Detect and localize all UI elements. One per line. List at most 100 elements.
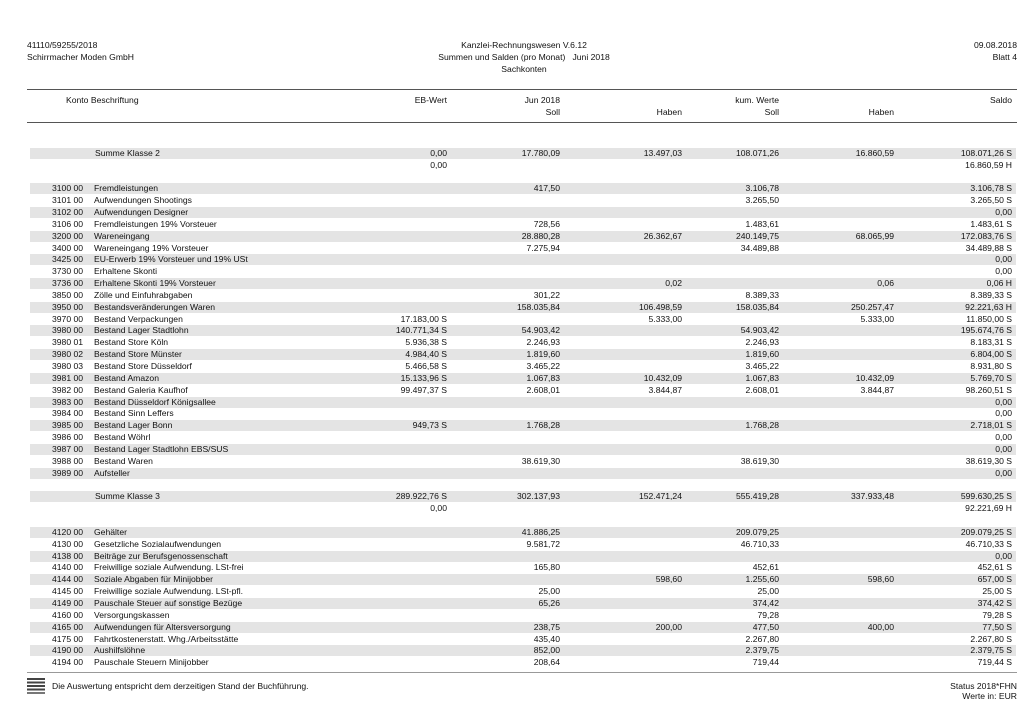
cell-saldo: 0,00 [995,443,1012,454]
cell-label: Erhaltene Skonti 19% Vorsteuer [94,278,216,289]
section: Sachkonten [501,64,547,74]
cell-kum-soll: 2.379,75 [745,645,779,656]
cell-label: Bestand Amazon [94,372,159,383]
cell-soll: 17.780,09 [521,147,560,158]
cell-kum-soll: 3.465,22 [745,361,779,371]
row-stripe [30,230,1016,242]
cell-saldo: 719,44 S [977,657,1012,668]
cell-saldo: 16.860,59 H [965,159,1012,170]
cell-label: Pauschale Steuer auf sonstige Bezüge [94,598,243,608]
column-header: Haben [868,107,894,117]
cell-kum-soll: 1.255,60 [745,574,779,585]
cell-konto: 4140 00 [52,562,84,573]
cell-konto: 3985 00 [52,420,84,431]
cell-haben: 3.844,87 [648,384,682,395]
cell-saldo: 2.718,01 S [970,420,1012,431]
cell-label: Bestand Store Münster [94,349,182,360]
header-rule [27,89,1017,90]
column-header: Saldo [990,95,1012,105]
cell-saldo: 98.260,51 S [965,384,1012,395]
cell-saldo: 77,50 S [982,621,1012,632]
cell-kum-haben: 16.860,59 [855,147,894,158]
row-stripe [30,372,1016,384]
cell-label: Summe Klasse 2 [95,147,160,158]
cell-label: Aufwendungen Shootings [94,195,192,206]
cell-label: Bestand Sinn Leffers [94,408,174,419]
cell-konto: 3982 00 [52,384,84,395]
cell-kum-soll: 240.149,75 [735,230,779,241]
column-header: Soll [764,107,779,117]
cell-eb: 15.133,96 S [400,372,447,383]
cell-saldo: 0,00 [995,408,1012,419]
cell-soll: 417,50 [533,183,560,194]
cell-soll: 41.886,25 [521,526,560,537]
cell-kum-soll: 719,44 [752,657,779,668]
cell-konto: 4165 00 [52,621,84,632]
cell-label: Versorgungskassen [94,609,170,620]
cell-saldo: 79,28 S [982,609,1012,620]
cell-saldo: 0,00 [995,550,1012,561]
cell-label: Bestand Store Düsseldorf [94,361,192,371]
cell-konto: 3730 00 [52,266,84,277]
cell-soll: 1.768,28 [526,420,560,431]
cell-soll: 1.819,60 [526,349,560,360]
cell-konto: 3980 01 [52,337,84,348]
cell-saldo: 0,00 [995,396,1012,407]
cell-kum-soll: 1.483,61 [745,218,779,229]
cell-kum-soll: 34.489,88 [740,242,779,253]
cell-label: Gesetzliche Sozialaufwendungen [94,538,222,549]
cell-konto: 3950 00 [52,301,84,312]
cell-label: Summe Klasse 3 [95,491,160,502]
cell-saldo: 8.389,33 S [970,289,1012,300]
report-title: Summen und Salden (pro Monat) Juni 2018 [438,52,610,62]
cell-konto: 4138 00 [52,550,84,561]
cell-label: Fremdleistungen 19% Vorsteuer [94,218,217,229]
row-stripe [30,621,1016,633]
row-stripe [30,467,1016,479]
cell-label: Aufwendungen für Altersversorgung [94,621,231,632]
cell-kum-soll: 108.071,26 [735,147,779,158]
cell-label: Bestand Store Köln [94,337,169,348]
row-stripe [30,420,1016,432]
cell-label: Fremdleistungen [94,183,159,194]
row-stripe [30,206,1016,218]
cell-label: Wareneingang [94,230,150,241]
cell-kum-soll: 1.819,60 [745,349,779,360]
cell-label: Bestand Lager Stadtlohn EBS/SUS [94,443,229,454]
row-stripe [30,443,1016,455]
cell-label: Beiträge zur Berufsgenossenschaft [94,550,228,561]
cell-haben: 598,60 [655,574,682,585]
cell-konto: 3200 00 [52,230,84,241]
cell-kum-soll: 2.267,80 [745,633,779,644]
cell-konto: 3425 00 [52,254,84,265]
cell-saldo: 374,42 S [977,598,1012,608]
header-rule [27,122,1017,123]
cell-konto: 4194 00 [52,657,84,668]
cell-konto: 4190 00 [52,645,84,656]
currency: Werte in: EUR [962,691,1017,701]
row-stripe [30,183,1016,195]
cell-kum-soll: 477,50 [752,621,779,632]
cell-konto: 4175 00 [52,633,84,644]
cell-label: Zölle und Einfuhrabgaben [94,289,193,300]
cell-label: Bestand Lager Bonn [94,420,173,431]
cell-eb: 0,00 [430,159,447,170]
cell-soll: 38.619,30 [521,455,560,466]
row-stripe [30,491,1016,503]
cell-saldo: 38.619,30 S [965,455,1012,466]
cell-eb: 5.466,58 S [405,361,447,371]
row-stripe [30,325,1016,337]
cell-saldo: 6.804,00 S [970,349,1012,360]
cell-label: Freiwillige soziale Aufwendung. LSt-pfl. [94,586,244,597]
cell-soll: 25,00 [538,586,560,597]
cell-konto: 3986 00 [52,432,84,443]
column-header: Konto Beschriftung [66,95,139,105]
cell-konto: 3988 00 [52,455,84,466]
column-header: Haben [656,107,682,117]
cell-haben: 10.432,09 [643,372,682,383]
cell-konto: 4145 00 [52,586,84,597]
column-header: kum. Werte [735,95,779,105]
cell-kum-soll: 3.265,50 [745,195,779,206]
cell-kum-soll: 2.608,01 [745,384,779,395]
cell-eb: 5.936,38 S [405,337,447,348]
